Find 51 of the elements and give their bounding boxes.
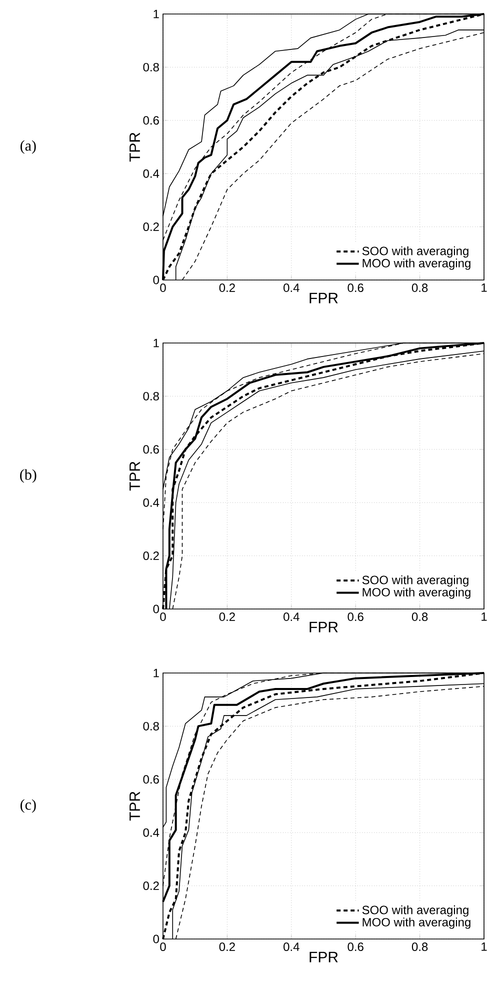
y-tick-label: 0.8 [143,62,160,72]
x-tick-label: 0 [160,612,166,622]
y-tick-label: 0.2 [143,552,160,560]
y-tick-label: 0.2 [143,882,160,890]
x-tick-label: 0.8 [412,942,428,952]
text: (a) [20,140,36,154]
legend-label: MOO with averaging [362,258,471,270]
y-tick-label: 0.8 [143,392,160,400]
x-tick-label: 0.6 [348,942,364,952]
x-axis-title: FPR [310,292,338,304]
x-tick-label: 0.4 [284,942,300,952]
x-tick-label: 0.6 [348,612,364,622]
y-tick-label: 0.6 [143,445,160,454]
x-tick-label: 0.4 [284,284,300,292]
y-tick-label: 1 [154,10,160,18]
y-tick-label: 0.8 [143,722,160,730]
y-tick-label: 0.2 [143,222,160,232]
y-tick-label: 0.6 [143,775,160,784]
x-tick-label: 1 [482,612,487,621]
y-tick-label: 1 [154,668,160,678]
x-tick-label: 0.2 [219,942,236,952]
y-tick-label: 0.6 [143,116,160,125]
y-axis-title: TPR [130,792,140,821]
x-tick-label: 0.8 [412,284,428,292]
y-tick-label: 0.4 [143,828,160,837]
text: (c) [20,799,36,813]
legend-label: SOO with averaging [362,905,469,917]
y-axis-title: TPR [130,462,140,491]
text: (b) [20,469,36,483]
x-tick-label: 0.2 [219,284,236,292]
x-axis-title: FPR [310,622,338,632]
y-tick-label: 0.4 [143,498,160,507]
x-tick-label: 0 [160,284,166,292]
y-axis-title: TPR [130,132,140,162]
x-tick-label: 0.6 [348,284,364,292]
x-tick-label: 1 [482,284,487,292]
y-tick-label: 0 [153,604,160,614]
y-tick-label: 0 [153,276,160,284]
x-tick-label: 0.2 [219,612,236,622]
legend-label: SOO with averaging [362,575,469,587]
y-tick-label: 1 [154,338,160,348]
legend-label: SOO with averaging [362,246,469,258]
x-tick-label: 0 [160,942,166,952]
x-axis-title: FPR [310,952,338,962]
x-tick-label: 1 [482,942,487,951]
x-tick-label: 0.4 [284,612,300,622]
y-tick-label: 0.4 [143,169,160,178]
legend-label: MOO with averaging [362,918,471,929]
legend-label: MOO with averaging [362,588,471,599]
x-tick-label: 0.8 [412,612,428,622]
y-tick-label: 0 [153,934,160,944]
